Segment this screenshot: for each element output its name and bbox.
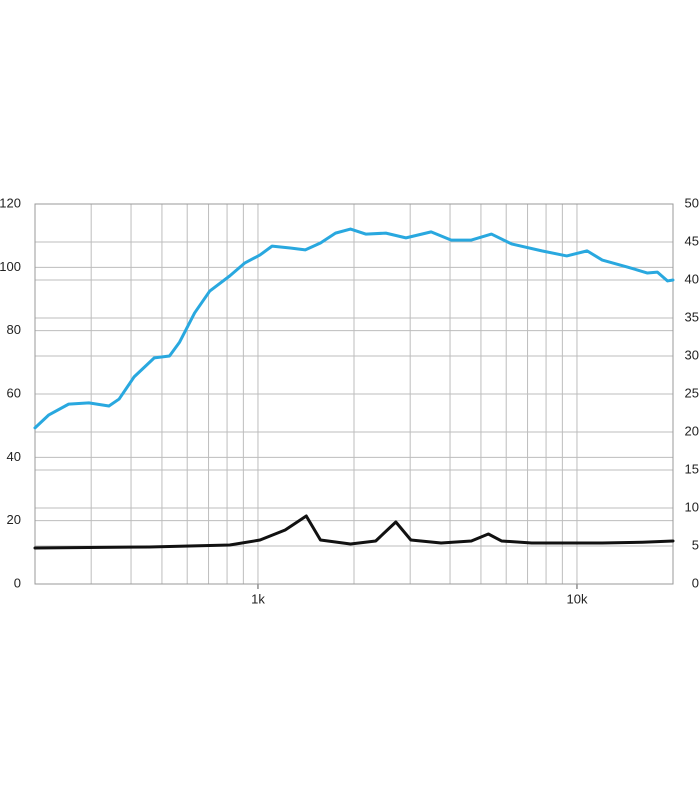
- y2-tick-label: 25: [685, 385, 699, 400]
- x-tick-label: 1k: [251, 591, 265, 606]
- x-tick-label: 10k: [566, 591, 587, 606]
- y2-tick-label: 50: [685, 195, 699, 210]
- y-tick-label: 100: [0, 259, 21, 274]
- y2-tick-label: 35: [685, 309, 699, 324]
- y2-tick-label: 15: [685, 461, 699, 476]
- y-tick-label: 0: [14, 575, 21, 590]
- y2-tick-label: 5: [692, 537, 699, 552]
- series-line: [33, 227, 675, 430]
- y-tick-label: 20: [7, 512, 21, 527]
- y2-tick-label: 30: [685, 347, 699, 362]
- y-tick-label: 60: [7, 385, 21, 400]
- y2-tick-label: 10: [685, 499, 699, 514]
- y2-tick-label: 45: [685, 233, 699, 248]
- y-tick-label: 40: [7, 449, 21, 464]
- y-tick-label: 120: [0, 195, 21, 210]
- series-line: [33, 514, 675, 550]
- y2-tick-label: 40: [685, 271, 699, 286]
- plot-frame: [34, 203, 674, 585]
- y-tick-label: 80: [7, 322, 21, 337]
- y2-tick-label: 0: [692, 575, 699, 590]
- y2-tick-label: 20: [685, 423, 699, 438]
